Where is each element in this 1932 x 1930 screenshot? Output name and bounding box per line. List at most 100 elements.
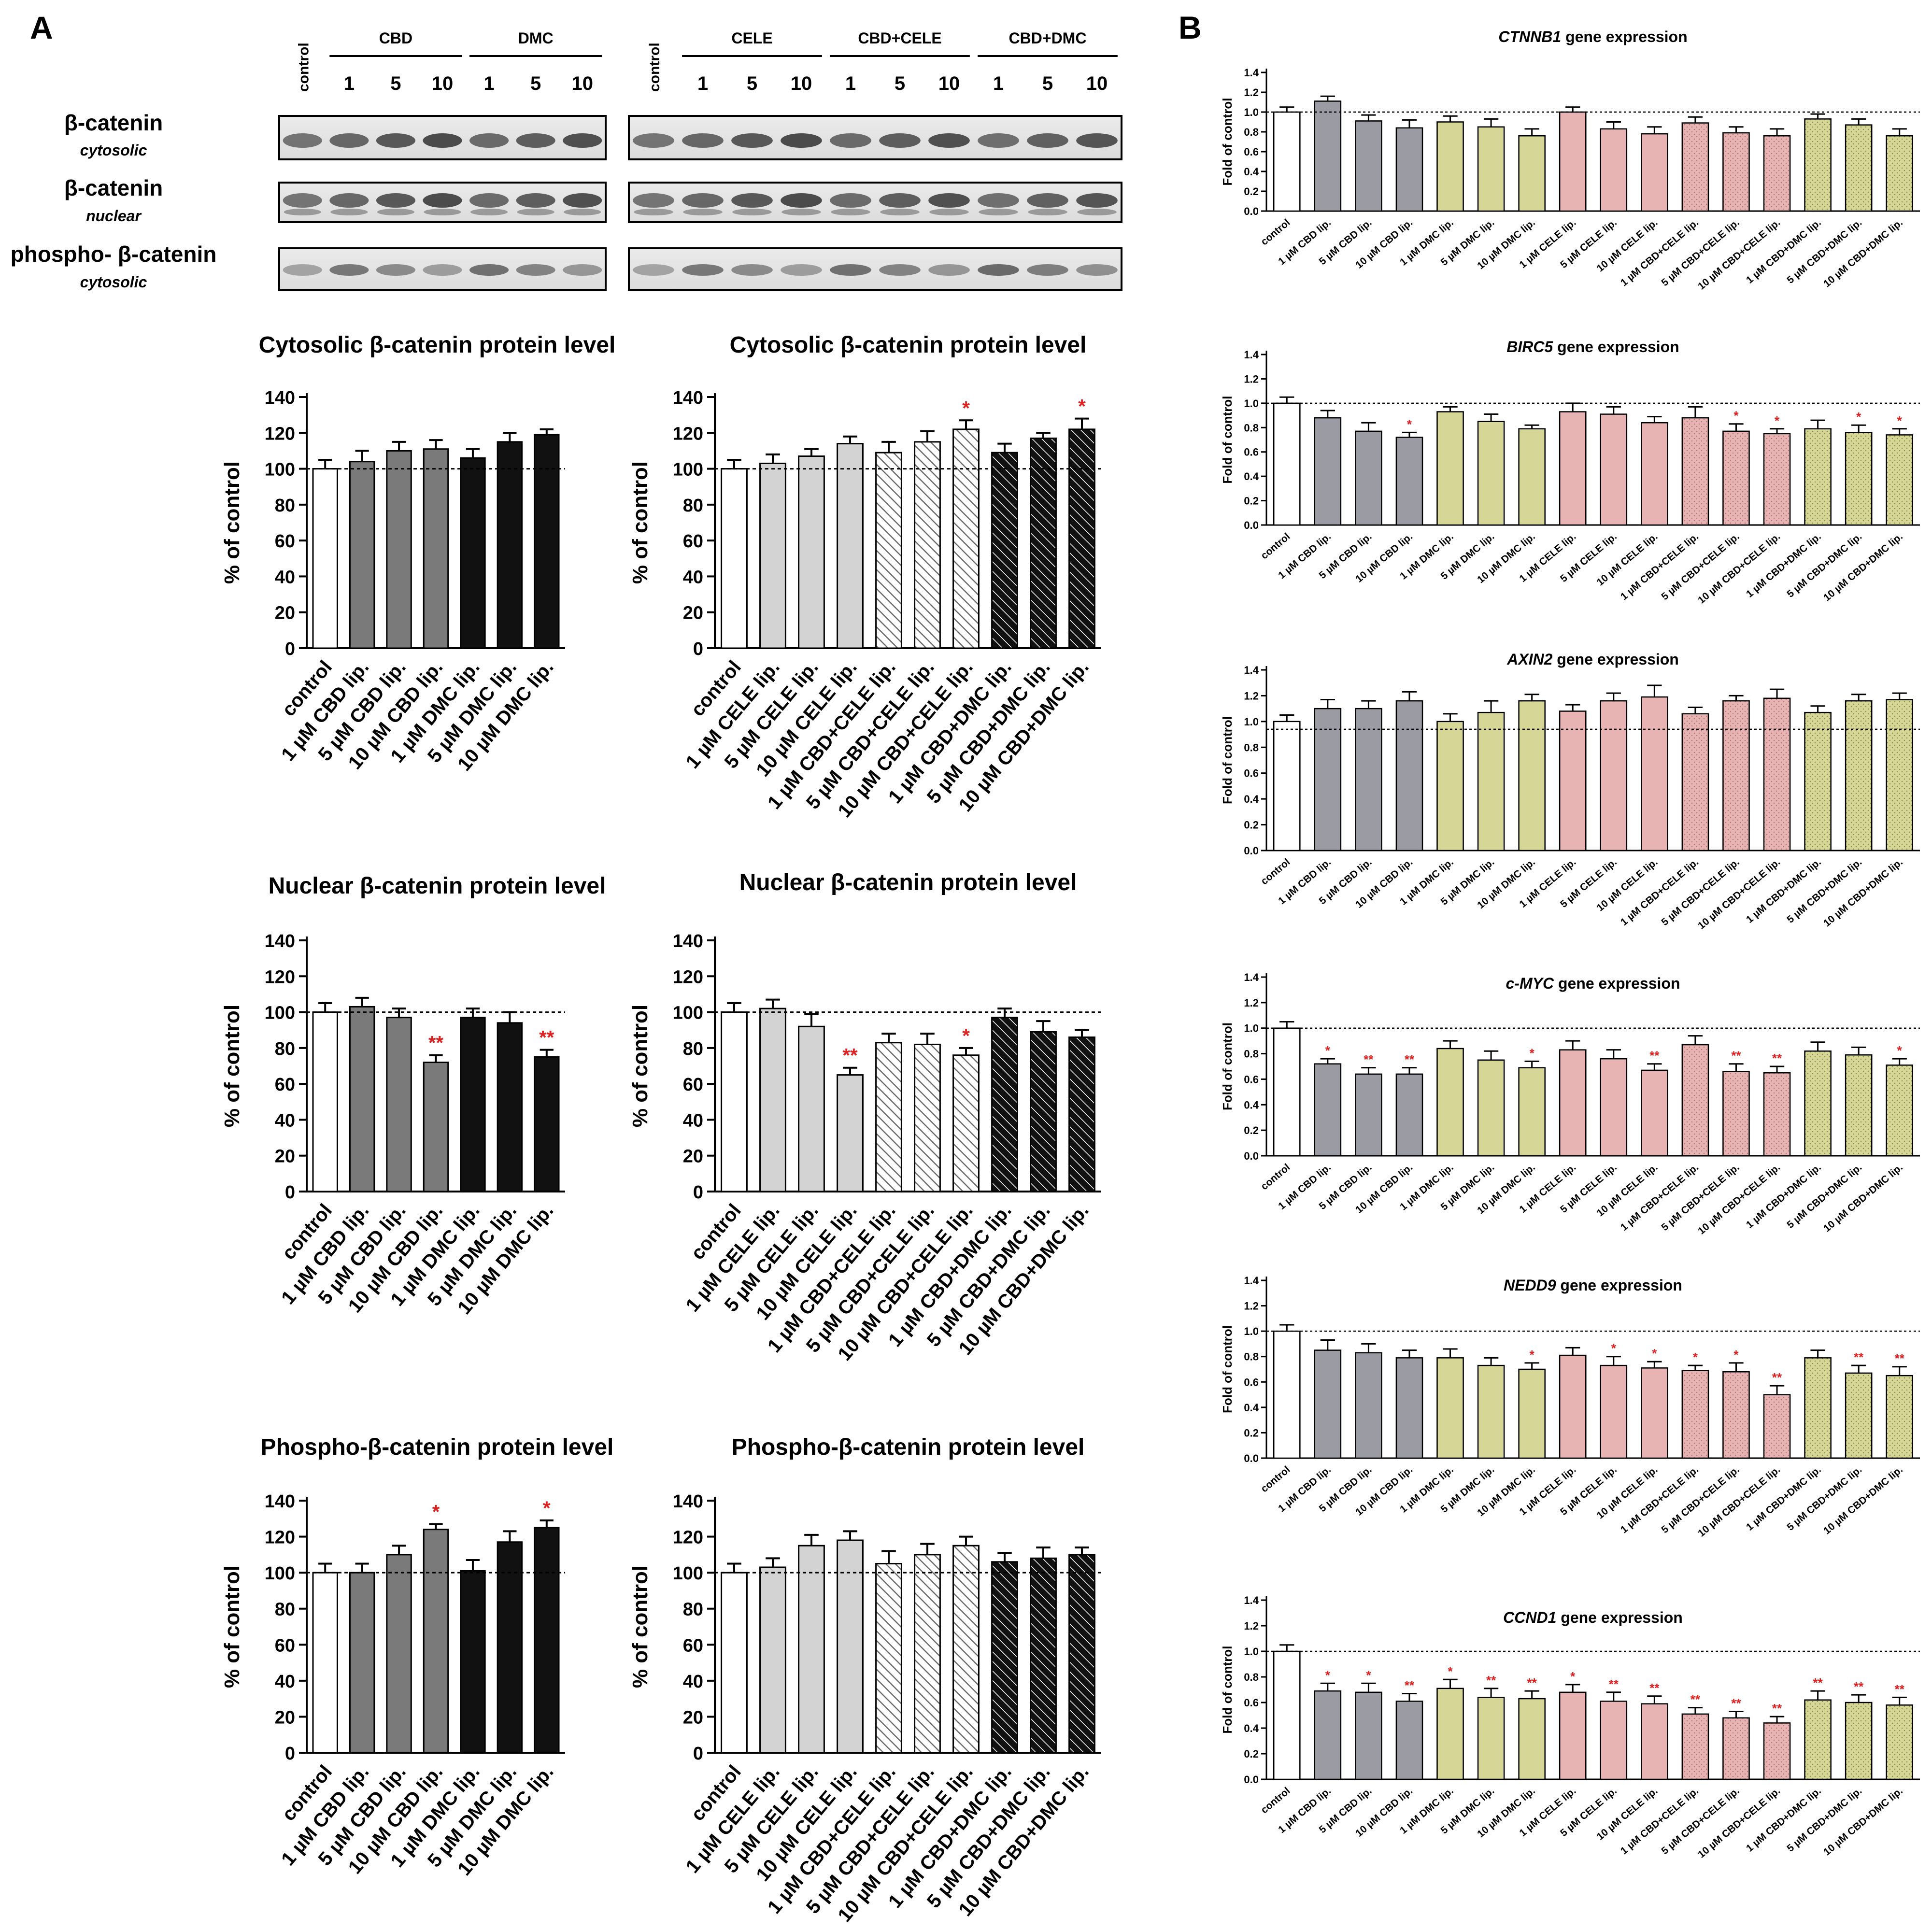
category-label: 1 µM CBD+DMC lip. — [1744, 1464, 1823, 1533]
significance-mark: ** — [842, 1045, 858, 1066]
y-tick-label: 0 — [285, 1182, 295, 1203]
y-axis-label: % of control — [628, 461, 652, 584]
bar — [1030, 1557, 1057, 1754]
blot-band — [781, 209, 821, 215]
y-tick-label: 20 — [683, 603, 703, 624]
y-tick-label: 0.0 — [1244, 519, 1259, 531]
bar — [1518, 428, 1546, 526]
y-tick-label: 0.6 — [1244, 146, 1259, 158]
y-tick-label: 20 — [275, 1707, 295, 1728]
bar — [1641, 1367, 1668, 1459]
bar — [1477, 711, 1505, 851]
bar — [1068, 428, 1095, 649]
bar — [1395, 1073, 1423, 1157]
chart-3: Nuclear β-catenin protein level 0 20 40 60 80… — [220, 873, 606, 1319]
y-tick-label: 1.0 — [1244, 1325, 1259, 1337]
chart-11: NEDD9 gene expression 0.0 0.2 0.4 0.6 0.8 1.0 1… — [1220, 1275, 1920, 1539]
blot-row-label: β-catenin — [64, 175, 163, 200]
y-tick-label: 40 — [683, 567, 703, 587]
category-label: 10 µM CBD+DMC lip. — [1821, 856, 1905, 929]
category-label: 10 µM CBD+DMC lip. — [1821, 1464, 1905, 1536]
significance-mark: ** — [1486, 1673, 1496, 1688]
bar — [1477, 1697, 1505, 1780]
blot-dose-label: 1 — [697, 73, 708, 94]
bar — [349, 1572, 375, 1754]
y-tick-label: 0.6 — [1244, 767, 1259, 780]
bar — [721, 1572, 748, 1754]
y-tick-label: 0.8 — [1244, 126, 1259, 138]
blot-band — [830, 193, 871, 208]
bar — [1763, 1394, 1791, 1459]
y-axis-label: % of control — [220, 1565, 244, 1688]
significance-mark: ** — [1731, 1696, 1741, 1711]
significance-mark: * — [1448, 1664, 1453, 1678]
significance-mark: * — [1325, 1668, 1331, 1682]
blot-band — [1076, 264, 1118, 276]
blot-band — [633, 193, 674, 208]
bar — [1681, 1370, 1709, 1459]
bar — [1722, 1371, 1750, 1459]
y-tick-label: 0.4 — [1244, 793, 1259, 805]
blot-group-label: CBD+DMC — [1009, 29, 1087, 47]
y-axis-label: Fold of control — [1220, 716, 1235, 804]
y-tick-label: 100 — [673, 1003, 703, 1023]
y-tick-label: 1.2 — [1244, 690, 1259, 702]
bar — [1436, 1688, 1464, 1780]
blot-band — [329, 264, 369, 276]
category-label: 5 µM CBD+CELE lip. — [1659, 1785, 1741, 1857]
y-tick-label: 0.8 — [1244, 1351, 1259, 1363]
bar — [1395, 1701, 1423, 1780]
chart-2: Cytosolic β-catenin protein level 0 20 40 60… — [628, 332, 1101, 822]
category-label: 10 µM CBD+CELE lip. — [1696, 856, 1782, 932]
blot-band — [563, 264, 602, 276]
category-label: 1 µM CBD+CELE lip. — [1619, 1464, 1701, 1535]
blot-band — [831, 209, 870, 215]
blot-band — [731, 133, 773, 148]
blot-band — [423, 193, 462, 208]
blot-band — [1027, 193, 1068, 208]
bar — [1681, 122, 1709, 212]
bar — [1395, 127, 1423, 212]
significance-mark: ** — [1690, 1692, 1701, 1707]
bar — [1355, 708, 1382, 851]
bar — [1845, 1702, 1873, 1780]
category-label: 10 µM CBD+DMC lip. — [1821, 1785, 1905, 1858]
blot-band — [1028, 209, 1067, 215]
y-tick-label: 20 — [683, 1147, 703, 1167]
chart-title: CTNNB1 gene expression — [1498, 28, 1687, 45]
blot-band — [1076, 193, 1118, 208]
category-label: 5 µM CBD+CELE lip. — [1659, 856, 1741, 928]
bar — [1559, 411, 1587, 526]
y-tick-label: 0.4 — [1244, 1722, 1259, 1734]
blot-band — [830, 133, 871, 148]
blot-group-label: CELE — [731, 29, 772, 47]
significance-mark: * — [1325, 1043, 1331, 1058]
bar — [759, 1008, 786, 1192]
y-tick-label: 0.2 — [1244, 495, 1259, 507]
bar — [1722, 430, 1750, 526]
chart-title: Nuclear β-catenin protein level — [269, 873, 606, 899]
y-tick-label: 40 — [275, 1110, 295, 1131]
chart-7: CTNNB1 gene expression 0.0 0.2 0.4 0.6 0.8 1.0… — [1220, 28, 1920, 292]
y-tick-label: 0.8 — [1244, 1671, 1259, 1683]
bar — [423, 448, 449, 649]
significance-mark: * — [1693, 1350, 1698, 1364]
bar — [386, 1017, 412, 1192]
blot-band — [1027, 264, 1068, 276]
y-tick-label: 0.0 — [1244, 845, 1259, 857]
y-tick-label: 0 — [693, 639, 703, 659]
y-tick-label: 0.0 — [1244, 1774, 1259, 1786]
chart-title-rest: gene expression — [1552, 651, 1678, 668]
blot-band — [329, 193, 369, 208]
bar — [312, 1572, 338, 1754]
y-tick-label: 80 — [683, 1600, 703, 1620]
y-tick-label: 0.8 — [1244, 422, 1259, 434]
y-tick-label: 100 — [265, 460, 295, 480]
bar — [1518, 135, 1546, 212]
category-label: 1 µM CBD+CELE lip. — [1619, 217, 1701, 288]
y-tick-label: 0.0 — [1244, 1452, 1259, 1464]
category-label: 5 µM CBD+DMC lip. — [1785, 217, 1864, 286]
blot-band — [633, 264, 674, 276]
bar — [1559, 710, 1587, 851]
chart-title-gene: BIRC5 — [1506, 338, 1553, 355]
